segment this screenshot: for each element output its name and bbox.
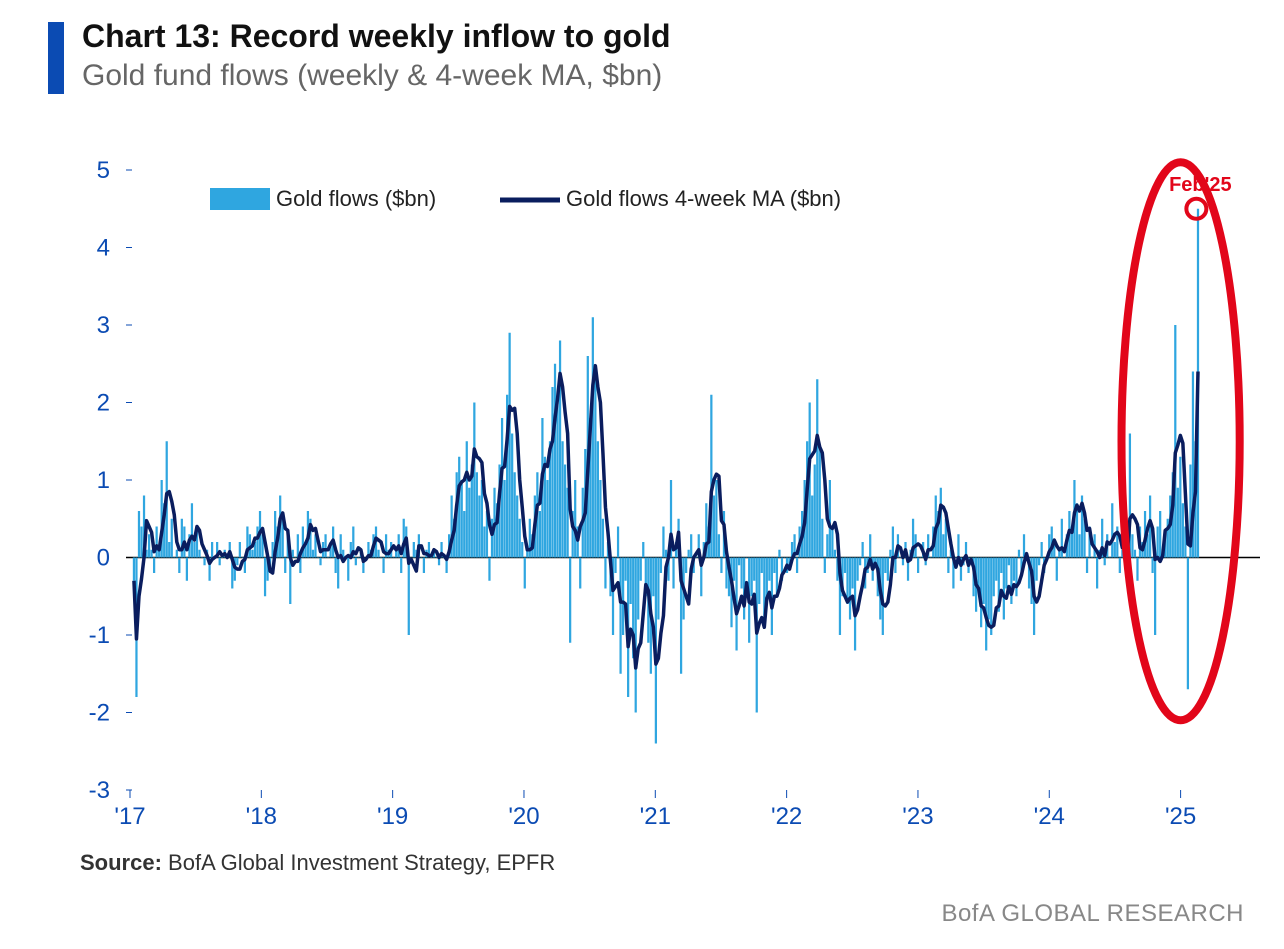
chart-container: { "title": { "line1": "Chart 13: Record … xyxy=(0,0,1284,949)
svg-text:'18: '18 xyxy=(246,803,277,830)
svg-text:1: 1 xyxy=(97,467,110,494)
svg-text:'23: '23 xyxy=(902,803,933,830)
source-text: BofA Global Investment Strategy, EPFR xyxy=(168,850,555,875)
brand-label: BofA GLOBAL RESEARCH xyxy=(941,900,1244,928)
svg-text:Gold flows 4-week MA ($bn): Gold flows 4-week MA ($bn) xyxy=(566,186,841,211)
svg-text:'20: '20 xyxy=(508,803,539,830)
svg-text:0: 0 xyxy=(97,545,110,572)
legend: Gold flows ($bn) Gold flows 4-week MA ($b… xyxy=(210,186,841,211)
svg-text:-1: -1 xyxy=(89,622,110,649)
svg-text:3: 3 xyxy=(97,312,110,339)
source-label: Source: xyxy=(80,850,162,875)
svg-text:2: 2 xyxy=(97,390,110,417)
svg-text:-3: -3 xyxy=(89,777,110,804)
svg-text:'22: '22 xyxy=(771,803,802,830)
svg-text:'24: '24 xyxy=(1034,803,1065,830)
svg-text:5: 5 xyxy=(97,157,110,184)
svg-text:'21: '21 xyxy=(640,803,671,830)
bars-group xyxy=(133,209,1199,744)
svg-text:4: 4 xyxy=(97,235,110,262)
chart-svg: -3 -2 -1 0 1 2 3 4 5 '17 '18 '19 '20 '21 '22 '23 '24 '25 G… xyxy=(0,0,1284,949)
svg-text:'17: '17 xyxy=(114,803,145,830)
svg-text:'25: '25 xyxy=(1165,803,1196,830)
svg-text:-2: -2 xyxy=(89,700,110,727)
svg-text:'19: '19 xyxy=(377,803,408,830)
chart-source: Source: BofA Global Investment Strategy,… xyxy=(80,850,555,876)
svg-text:Gold flows ($bn): Gold flows ($bn) xyxy=(276,186,436,211)
svg-text:Feb'25: Feb'25 xyxy=(1169,174,1232,196)
